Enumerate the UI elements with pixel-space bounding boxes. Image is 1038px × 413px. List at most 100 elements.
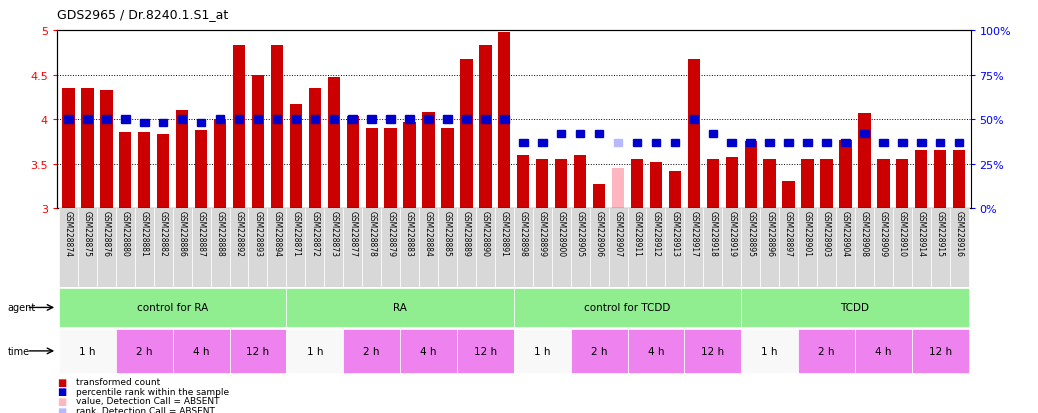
Text: GSM228880: GSM228880 bbox=[120, 211, 130, 257]
Text: GSM228898: GSM228898 bbox=[519, 211, 527, 257]
Bar bbox=[611, 169, 624, 209]
Bar bbox=[896, 160, 908, 209]
Text: transformed count: transformed count bbox=[76, 377, 160, 387]
Bar bbox=[438, 209, 457, 287]
Text: GSM228876: GSM228876 bbox=[102, 211, 111, 257]
Bar bbox=[177, 116, 187, 123]
Bar bbox=[555, 160, 568, 209]
Bar bbox=[707, 160, 719, 209]
Text: GSM228884: GSM228884 bbox=[425, 211, 433, 257]
Bar bbox=[328, 78, 339, 209]
Bar bbox=[574, 155, 586, 209]
Bar bbox=[874, 209, 893, 287]
Bar bbox=[684, 209, 704, 287]
Bar bbox=[214, 120, 226, 209]
Bar bbox=[953, 151, 965, 209]
Bar bbox=[271, 46, 283, 209]
Bar bbox=[532, 209, 552, 287]
Text: GSM228877: GSM228877 bbox=[348, 211, 357, 257]
Text: GSM228885: GSM228885 bbox=[443, 211, 452, 257]
Bar bbox=[688, 60, 700, 209]
Bar bbox=[836, 209, 855, 287]
Bar bbox=[764, 160, 775, 209]
Text: GSM228872: GSM228872 bbox=[310, 211, 320, 257]
Text: GSM228891: GSM228891 bbox=[500, 211, 509, 257]
Bar bbox=[482, 116, 490, 123]
Bar bbox=[879, 139, 887, 147]
Text: GSM228910: GSM228910 bbox=[898, 211, 907, 257]
Text: GSM228897: GSM228897 bbox=[784, 211, 793, 257]
Bar bbox=[62, 89, 75, 209]
Bar bbox=[538, 139, 546, 147]
Bar bbox=[305, 209, 324, 287]
Bar bbox=[803, 139, 812, 147]
Text: GSM228888: GSM228888 bbox=[216, 211, 224, 256]
Bar bbox=[138, 133, 151, 209]
Bar bbox=[861, 131, 869, 138]
Bar bbox=[286, 288, 514, 328]
Bar bbox=[628, 329, 684, 373]
Bar bbox=[689, 116, 699, 123]
Text: GSM228873: GSM228873 bbox=[329, 211, 338, 257]
Text: GSM228879: GSM228879 bbox=[386, 211, 395, 257]
Bar bbox=[286, 209, 305, 287]
Text: GSM228905: GSM228905 bbox=[576, 211, 584, 257]
Bar bbox=[425, 116, 433, 123]
Text: time: time bbox=[7, 346, 29, 356]
Text: GSM228907: GSM228907 bbox=[613, 211, 623, 257]
Text: GSM228901: GSM228901 bbox=[803, 211, 812, 257]
Bar bbox=[726, 158, 738, 209]
Bar bbox=[955, 139, 963, 147]
Bar bbox=[457, 209, 475, 287]
Bar bbox=[557, 131, 566, 138]
Bar bbox=[855, 329, 911, 373]
Bar bbox=[101, 90, 112, 209]
Text: value, Detection Call = ABSENT: value, Detection Call = ABSENT bbox=[76, 396, 219, 406]
Bar bbox=[911, 209, 931, 287]
Bar bbox=[877, 160, 890, 209]
Text: 1 h: 1 h bbox=[534, 346, 550, 356]
Bar bbox=[801, 160, 814, 209]
Bar bbox=[916, 151, 927, 209]
Bar bbox=[783, 182, 795, 209]
Text: ■: ■ bbox=[57, 387, 66, 396]
Bar bbox=[116, 329, 172, 373]
Bar bbox=[722, 209, 741, 287]
Bar bbox=[855, 209, 874, 287]
Text: GSM228892: GSM228892 bbox=[235, 211, 244, 257]
Text: 2 h: 2 h bbox=[363, 346, 380, 356]
Text: GSM228881: GSM228881 bbox=[140, 211, 148, 256]
Bar bbox=[290, 104, 302, 209]
Bar bbox=[633, 139, 641, 147]
Bar bbox=[400, 209, 419, 287]
Bar bbox=[552, 209, 571, 287]
Text: control for RA: control for RA bbox=[137, 303, 209, 313]
Bar bbox=[310, 116, 319, 123]
Text: GSM228904: GSM228904 bbox=[841, 211, 850, 257]
Text: GSM228878: GSM228878 bbox=[367, 211, 376, 257]
Bar bbox=[608, 209, 628, 287]
Bar bbox=[595, 131, 603, 138]
Text: 4 h: 4 h bbox=[420, 346, 437, 356]
Text: GSM228912: GSM228912 bbox=[652, 211, 660, 257]
Bar bbox=[347, 117, 359, 209]
Bar bbox=[798, 209, 817, 287]
Bar bbox=[292, 116, 300, 123]
Bar bbox=[917, 139, 926, 147]
Bar bbox=[765, 139, 774, 147]
Bar bbox=[384, 128, 397, 209]
Bar bbox=[498, 33, 511, 209]
Bar bbox=[728, 139, 736, 147]
Bar bbox=[517, 155, 529, 209]
Bar bbox=[911, 329, 968, 373]
Text: GSM228915: GSM228915 bbox=[935, 211, 945, 257]
Text: GSM228875: GSM228875 bbox=[83, 211, 92, 257]
Bar bbox=[102, 116, 111, 123]
Bar bbox=[858, 114, 871, 209]
Bar bbox=[841, 139, 850, 147]
Bar bbox=[631, 160, 644, 209]
Text: GSM228916: GSM228916 bbox=[955, 211, 963, 257]
Bar bbox=[798, 329, 855, 373]
Bar bbox=[457, 329, 514, 373]
Text: 4 h: 4 h bbox=[193, 346, 210, 356]
